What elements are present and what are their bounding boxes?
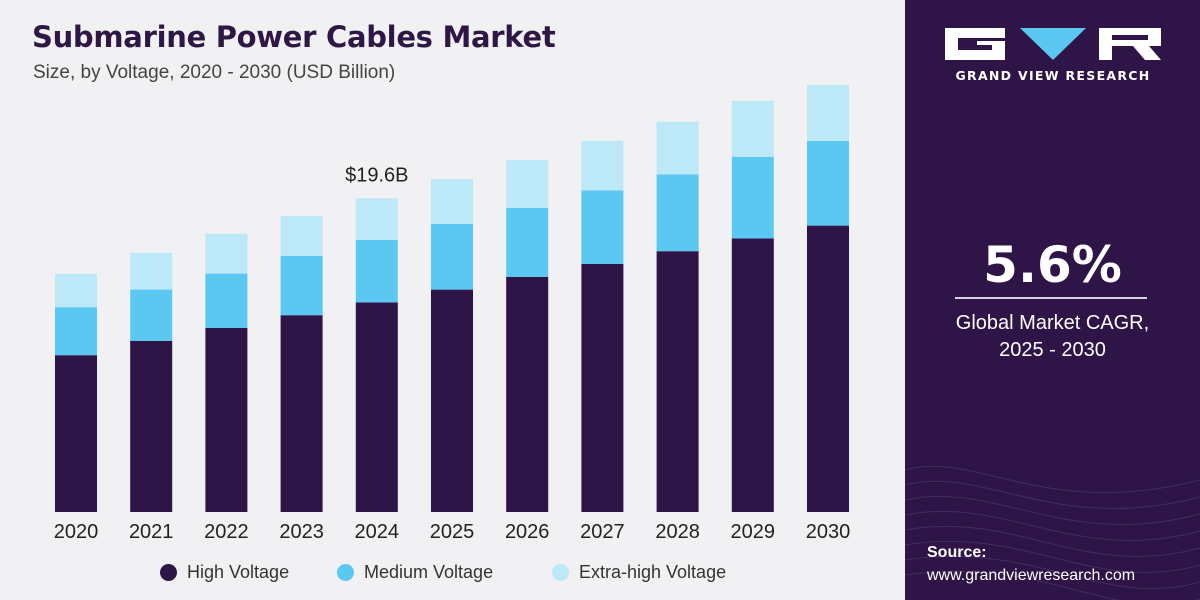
bar-2027-series-3 <box>581 140 624 191</box>
bar-2024-series-1 <box>355 302 398 512</box>
x-tick-label-2026: 2026 <box>505 521 550 543</box>
x-tick-label-2021: 2021 <box>129 521 174 543</box>
chart-panel: Submarine Power Cables Market Size, by V… <box>0 20 905 588</box>
bar-2022-series-2 <box>205 273 248 328</box>
bar-2020-series-3 <box>55 273 97 308</box>
cagr-label: Global Market CAGR, 2025 - 2030 <box>905 310 1200 364</box>
x-tick-label-2020: 2020 <box>54 521 99 543</box>
bar-2029-series-1 <box>731 238 774 512</box>
stacked-bar-chart: 2020 2021 2022 2023 $19.6B 2024 2025 2026 2027 20… <box>54 84 851 543</box>
bar-2030-series-3 <box>807 84 849 141</box>
legend-swatch-1 <box>160 564 177 581</box>
info-sidebar: GRAND VIEW RESEARCH 5.6% Global Market C… <box>905 0 1200 600</box>
legend-label-2: Medium Voltage <box>364 562 494 582</box>
bar-2023-series-2 <box>280 256 323 316</box>
bar-2021-series-3 <box>130 252 173 290</box>
legend-label-1: High Voltage <box>187 562 290 582</box>
legend-swatch-2 <box>337 564 354 581</box>
bar-2023-series-1 <box>280 315 323 512</box>
bar-2029-series-3 <box>731 100 774 157</box>
bar-2023-series-3 <box>280 216 323 256</box>
bar-2024-series-2 <box>355 240 398 303</box>
bar-2025-series-3 <box>431 179 473 224</box>
bar-2028-series-3 <box>656 121 699 175</box>
bar-2022-series-1 <box>205 328 248 512</box>
bar-2027-series-1 <box>581 264 624 512</box>
chart-subtitle: Size, by Voltage, 2020 - 2030 (USD Billi… <box>33 62 396 83</box>
bar-2020-series-1 <box>55 355 97 512</box>
cagr-label-line-1: Global Market CAGR, <box>955 312 1150 334</box>
bar-2025-series-2 <box>431 224 473 290</box>
cagr-divider <box>955 297 1147 299</box>
decorative-wave-lines <box>905 465 1200 600</box>
bar-2026-series-2 <box>506 208 549 277</box>
bar-2026-series-1 <box>506 276 549 512</box>
x-tick-label-2024: 2024 <box>355 521 400 543</box>
legend-label-3: Extra-high Voltage <box>579 562 727 582</box>
x-tick-label-2025: 2025 <box>430 521 475 543</box>
chart-legend: High Voltage Medium Voltage Extra-high Vol… <box>0 562 905 588</box>
data-label-2024: $19.6B <box>345 164 408 186</box>
bar-2028-series-2 <box>656 174 699 252</box>
x-tick-label-2022: 2022 <box>204 521 249 543</box>
x-tick-label-2030: 2030 <box>806 521 851 543</box>
bar-2028-series-1 <box>656 251 699 512</box>
source-label: Source: <box>927 544 987 561</box>
source-url[interactable]: www.grandviewresearch.com <box>927 567 1136 584</box>
bar-2027-series-2 <box>581 190 624 264</box>
legend-item-1: High Voltage <box>160 562 289 583</box>
legend-item-3: Extra-high Voltage <box>552 562 726 583</box>
legend-item-2: Medium Voltage <box>337 562 493 583</box>
bar-2030-series-1 <box>807 225 849 512</box>
bar-2022-series-3 <box>205 233 248 274</box>
bar-2020-series-2 <box>55 307 97 356</box>
bar-2025-series-1 <box>431 289 473 512</box>
bar-2024-series-3 <box>355 198 398 240</box>
x-tick-label-2023: 2023 <box>279 521 324 543</box>
grand-view-research-logo: GRAND VIEW RESEARCH <box>943 24 1163 86</box>
cagr-label-line-2: 2025 - 2030 <box>999 339 1106 361</box>
x-tick-label-2029: 2029 <box>731 521 776 543</box>
logo-wordmark: GRAND VIEW RESEARCH <box>955 68 1151 83</box>
x-tick-label-2027: 2027 <box>580 521 625 543</box>
chart-title: Submarine Power Cables Market <box>32 20 556 54</box>
bar-2021-series-2 <box>130 289 173 341</box>
gvr-logo-icon <box>945 28 1161 60</box>
bar-2030-series-2 <box>807 140 849 226</box>
cagr-value: 5.6% <box>983 236 1122 294</box>
bar-2029-series-2 <box>731 156 774 239</box>
bar-2021-series-1 <box>130 340 173 512</box>
legend-swatch-3 <box>552 564 569 581</box>
x-tick-label-2028: 2028 <box>655 521 700 543</box>
bar-2026-series-3 <box>506 160 549 208</box>
